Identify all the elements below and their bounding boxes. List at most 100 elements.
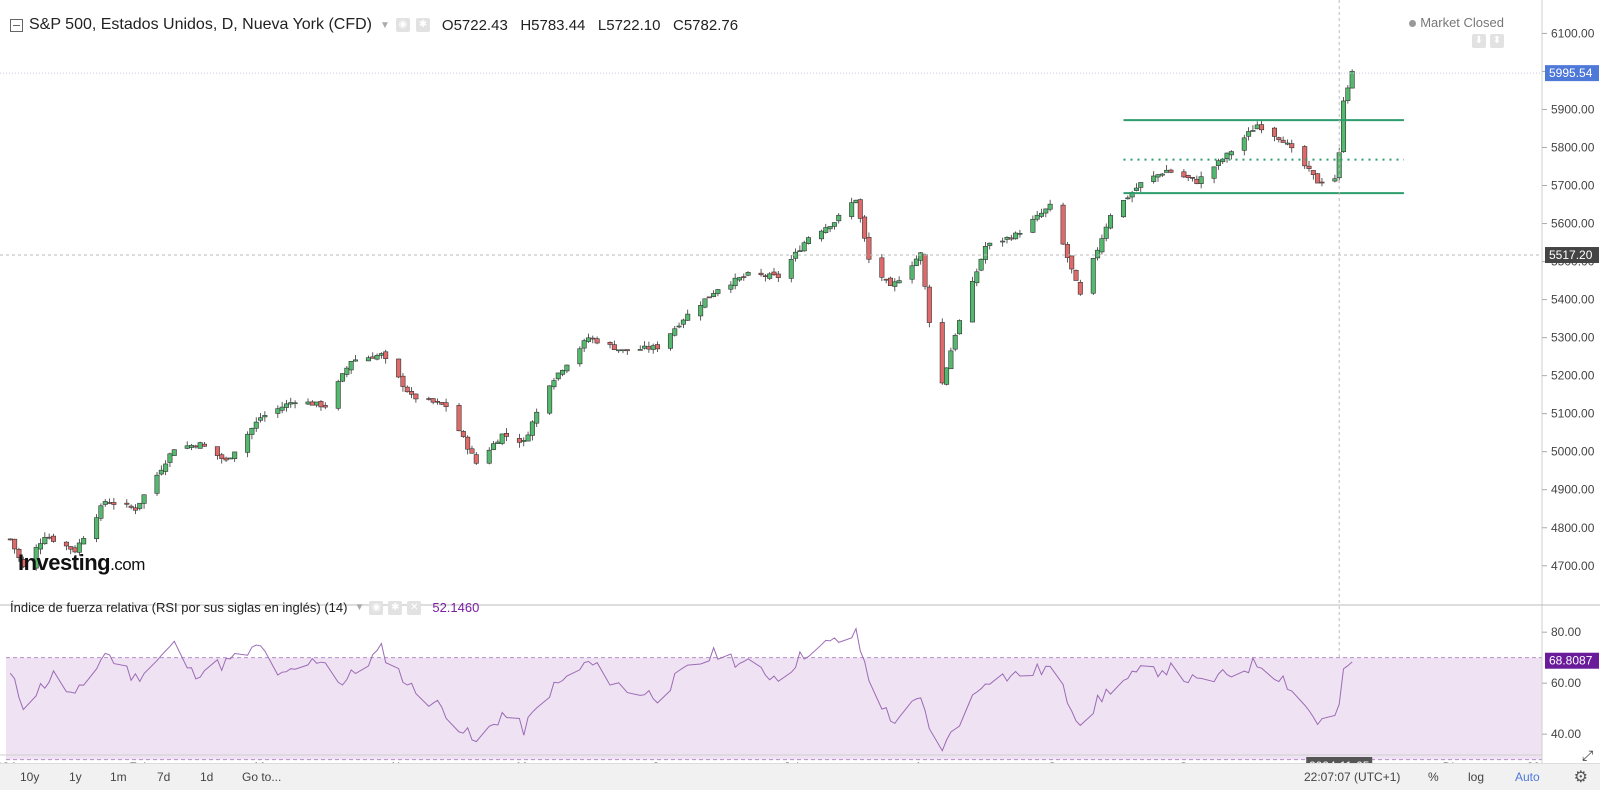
range-10y-button[interactable]: 10y bbox=[20, 770, 40, 784]
candle bbox=[1215, 158, 1221, 170]
candle bbox=[335, 379, 341, 411]
download-icon[interactable]: ⬇ bbox=[1472, 34, 1486, 48]
candle-body bbox=[771, 271, 777, 276]
candle bbox=[305, 398, 311, 405]
candle-body bbox=[1159, 173, 1165, 176]
auto-toggle[interactable]: Auto bbox=[1515, 770, 1540, 784]
gear-icon[interactable]: ✱ bbox=[388, 600, 403, 615]
candle-body bbox=[853, 199, 859, 204]
range-1m-button[interactable]: 1m bbox=[110, 770, 127, 784]
candle bbox=[456, 402, 462, 432]
percent-toggle[interactable]: % bbox=[1428, 770, 1439, 784]
candle bbox=[650, 343, 656, 354]
candle-body bbox=[887, 277, 893, 286]
candle-body bbox=[1008, 237, 1014, 240]
candle-body bbox=[409, 391, 415, 395]
candle-body bbox=[788, 259, 794, 279]
candle bbox=[42, 532, 48, 545]
high-value: 5783.44 bbox=[531, 16, 586, 34]
candle-body bbox=[128, 505, 134, 508]
market-status: Market Closed bbox=[1409, 15, 1504, 30]
candle bbox=[551, 377, 557, 390]
y-tick-label: 5600.00 bbox=[1551, 217, 1595, 231]
candle bbox=[534, 408, 540, 427]
candle-body bbox=[823, 227, 829, 233]
candle bbox=[892, 278, 898, 292]
candle bbox=[801, 240, 807, 252]
candle-body bbox=[1064, 244, 1070, 258]
scale-toggle-icon[interactable]: ⤢ bbox=[1582, 747, 1594, 763]
log-toggle[interactable]: log bbox=[1468, 770, 1485, 784]
range-1d-button[interactable]: 1d bbox=[200, 770, 214, 784]
eye-icon[interactable]: ◉ bbox=[369, 600, 384, 615]
candle bbox=[702, 298, 708, 309]
candle bbox=[616, 349, 622, 353]
candle bbox=[706, 296, 712, 299]
candle bbox=[1250, 125, 1256, 132]
candle-body bbox=[76, 542, 82, 553]
candle-body bbox=[262, 415, 268, 418]
candle bbox=[672, 325, 678, 337]
candle bbox=[1284, 139, 1290, 146]
candle-body bbox=[551, 380, 557, 388]
candle bbox=[948, 347, 954, 370]
rsi-tick-label: 80.00 bbox=[1551, 625, 1581, 639]
candle-body bbox=[607, 342, 613, 345]
crosshair bbox=[0, 0, 1542, 752]
close-icon[interactable]: ✕ bbox=[407, 600, 422, 615]
candle-body bbox=[909, 265, 915, 280]
collapse-toggle-icon[interactable] bbox=[10, 18, 23, 32]
candle bbox=[1259, 120, 1265, 134]
candle bbox=[12, 538, 18, 554]
candle-body bbox=[396, 358, 402, 378]
chevron-down-icon[interactable]: ▼ bbox=[354, 602, 365, 613]
candle bbox=[711, 290, 717, 298]
candle-body bbox=[499, 433, 505, 444]
candle bbox=[655, 341, 661, 353]
settings-gear-icon[interactable]: ⚙ bbox=[1573, 769, 1588, 786]
candle bbox=[283, 399, 289, 412]
candle-body bbox=[227, 457, 233, 460]
candle bbox=[909, 261, 915, 284]
chevron-down-icon[interactable]: ▼ bbox=[379, 19, 390, 31]
y-tick-label: 5700.00 bbox=[1551, 179, 1595, 193]
candle-body bbox=[944, 367, 950, 385]
candle bbox=[292, 400, 298, 409]
candle bbox=[762, 274, 768, 282]
eye-icon[interactable]: ◉ bbox=[395, 18, 410, 32]
candle bbox=[189, 443, 195, 451]
candle bbox=[1039, 208, 1045, 218]
candle-body bbox=[547, 385, 553, 414]
rsi-last-tag-bg bbox=[1545, 652, 1599, 669]
candle-body bbox=[50, 535, 56, 542]
candle-body bbox=[1168, 169, 1174, 173]
candle-body bbox=[836, 214, 842, 222]
candle-body bbox=[1039, 212, 1045, 217]
candle-body bbox=[167, 453, 173, 463]
candle-body bbox=[426, 398, 432, 400]
clock-readout: 22:07:07 (UTC+1) bbox=[1304, 770, 1401, 784]
candle-body bbox=[383, 351, 389, 359]
goto-button[interactable]: Go to... bbox=[242, 770, 282, 784]
range-7d-button[interactable]: 7d bbox=[157, 770, 171, 784]
candle-body bbox=[102, 501, 108, 505]
channel-lines[interactable] bbox=[1123, 119, 1404, 195]
candle bbox=[922, 253, 928, 290]
gear-icon[interactable]: ✱ bbox=[415, 18, 430, 32]
candle-body bbox=[1341, 100, 1347, 153]
candle bbox=[1043, 208, 1049, 218]
fullscreen-icon[interactable]: ⬍ bbox=[1490, 34, 1504, 48]
range-1y-button[interactable]: 1y bbox=[69, 770, 82, 784]
candle-body bbox=[1120, 200, 1126, 218]
candle-body bbox=[1302, 146, 1308, 167]
candle-body bbox=[370, 356, 376, 359]
candle bbox=[1030, 215, 1036, 234]
candle-body bbox=[1099, 238, 1105, 253]
candle bbox=[1013, 231, 1019, 240]
candle bbox=[374, 353, 380, 361]
candle-body bbox=[232, 451, 238, 460]
candle bbox=[1099, 234, 1105, 255]
candle bbox=[564, 364, 570, 374]
candle-body bbox=[214, 446, 220, 456]
